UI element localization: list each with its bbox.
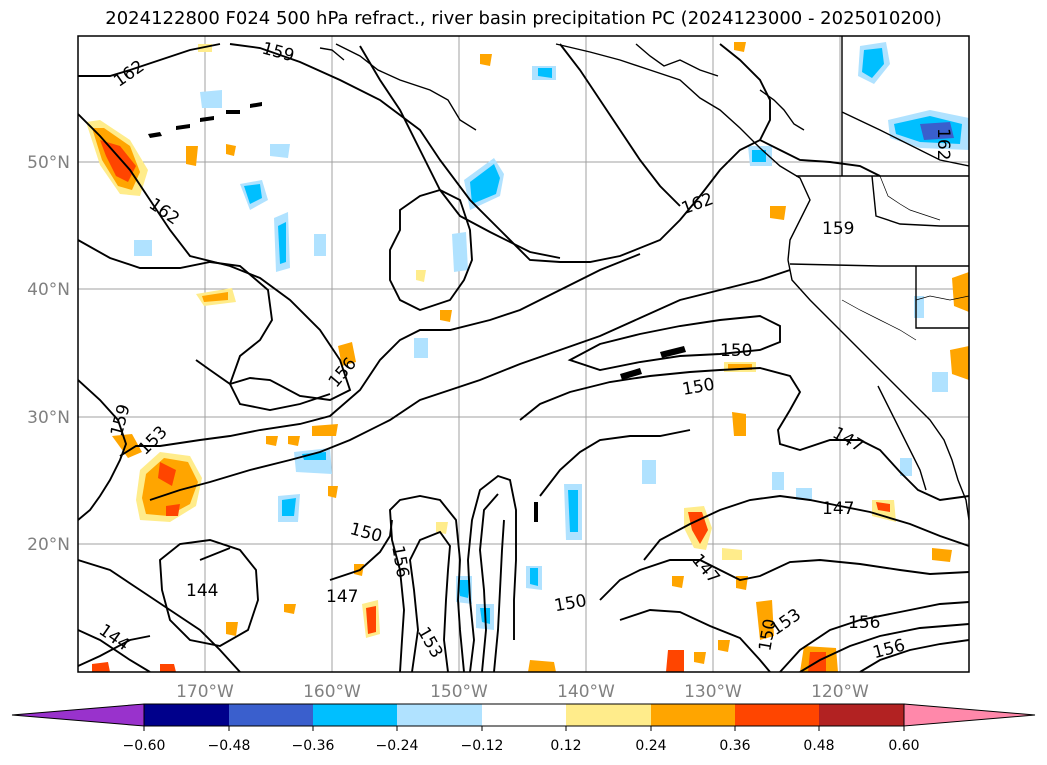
colorbar-bin bbox=[482, 704, 566, 726]
colorbar-bin bbox=[566, 704, 651, 726]
lon-tick-label: 170°W bbox=[176, 682, 234, 702]
lon-tick-label: 150°W bbox=[430, 682, 488, 702]
colorbar-bin bbox=[397, 704, 482, 726]
colorbar-label: 0.12 bbox=[550, 738, 581, 754]
colorbar: −0.60 −0.48 −0.36 −0.24 −0.12 0.12 0.24 … bbox=[11, 703, 1036, 754]
colorbar-bin bbox=[313, 704, 397, 726]
state-borders bbox=[841, 175, 969, 341]
colorbar-extend-min bbox=[11, 703, 145, 727]
lat-axis: 50°N 40°N 30°N 20°N bbox=[27, 153, 70, 555]
lon-tick-label: 140°W bbox=[557, 682, 615, 702]
precip-shading bbox=[86, 42, 969, 672]
colorbar-extend-max bbox=[903, 703, 1036, 727]
map-content: 162 159 162 162 159 159 153 156 150 150 … bbox=[78, 36, 969, 672]
map-background bbox=[78, 36, 969, 672]
contour-label: 156 bbox=[848, 613, 880, 633]
lat-tick-label: 50°N bbox=[27, 153, 70, 173]
lon-tick-label: 120°W bbox=[811, 682, 869, 702]
colorbar-label: 0.48 bbox=[803, 738, 834, 754]
colorbar-labels: −0.60 −0.48 −0.36 −0.24 −0.12 0.12 0.24 … bbox=[123, 738, 920, 754]
colorbar-label: −0.36 bbox=[292, 738, 335, 754]
contour-label: 147 bbox=[326, 587, 358, 607]
lon-axis: 170°W 160°W 150°W 140°W 130°W 120°W bbox=[176, 682, 869, 702]
colorbar-ticks bbox=[143, 726, 905, 731]
colorbar-label: −0.60 bbox=[123, 738, 166, 754]
lat-tick-label: 40°N bbox=[27, 280, 70, 300]
colorbar-bin bbox=[735, 704, 819, 726]
contour-label: 150 bbox=[720, 341, 752, 361]
lon-tick-label: 130°W bbox=[684, 682, 742, 702]
refractivity-contours bbox=[78, 43, 969, 672]
figure-title: 2024122800 F024 500 hPa refract., river … bbox=[105, 8, 942, 29]
contour-label: 162 bbox=[933, 128, 953, 160]
colorbar-label: 0.36 bbox=[719, 738, 750, 754]
lat-tick-label: 20°N bbox=[27, 535, 70, 555]
colorbar-bin bbox=[651, 704, 735, 726]
colorbar-bin bbox=[819, 704, 904, 726]
colorbar-label: −0.12 bbox=[461, 738, 504, 754]
contour-label: 144 bbox=[186, 581, 218, 601]
lon-tick-label: 160°W bbox=[303, 682, 361, 702]
colorbar-label: −0.48 bbox=[208, 738, 251, 754]
map-frame bbox=[77, 35, 970, 673]
contour-label: 147 bbox=[822, 499, 854, 519]
colorbar-label: −0.24 bbox=[376, 738, 419, 754]
colorbar-bin bbox=[229, 704, 313, 726]
colorbar-label: 0.24 bbox=[635, 738, 666, 754]
islands bbox=[148, 102, 686, 522]
coastline bbox=[319, 36, 969, 521]
colorbar-bin bbox=[144, 704, 229, 726]
colorbar-outline bbox=[143, 703, 905, 727]
lat-tick-label: 30°N bbox=[27, 408, 70, 428]
contour-label: 159 bbox=[822, 219, 854, 239]
colorbar-label: 0.60 bbox=[888, 738, 919, 754]
